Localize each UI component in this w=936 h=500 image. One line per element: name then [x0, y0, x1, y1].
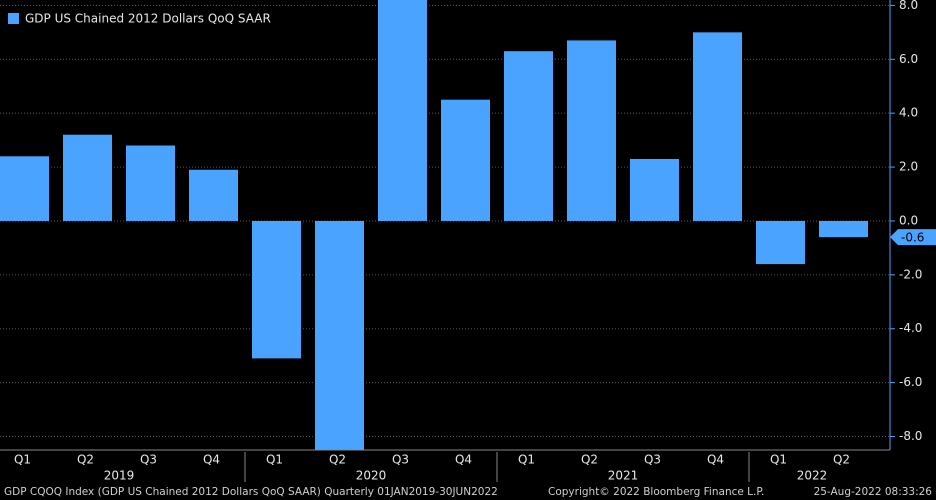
x-tick-label: Q1: [770, 453, 787, 467]
bar: [630, 158, 679, 221]
bar: [504, 51, 553, 221]
x-tick-label: Q3: [644, 453, 661, 467]
bar: [189, 169, 238, 221]
footer-timestamp: 25-Aug-2022 08:33:26: [814, 486, 933, 498]
x-tick-label: Q4: [203, 453, 220, 467]
year-label: 2019: [104, 469, 135, 483]
x-tick-label: Q1: [266, 453, 283, 467]
x-tick-label: Q1: [518, 453, 535, 467]
x-tick-label: Q3: [140, 453, 157, 467]
legend-swatch: [8, 13, 19, 24]
bar: [63, 134, 112, 221]
y-tick-label: -4.0: [899, 321, 922, 335]
footer-source: GDP CQOQ Index (GDP US Chained 2012 Doll…: [4, 486, 498, 498]
x-tick-label: Q4: [455, 453, 472, 467]
y-tick-label: -8.0: [899, 429, 922, 443]
bar: [693, 32, 742, 221]
y-tick-label: -2.0: [899, 267, 922, 281]
year-label: 2020: [356, 469, 387, 483]
bar: [0, 156, 49, 221]
x-tick-label: Q2: [77, 453, 94, 467]
y-tick-label: 6.0: [899, 52, 918, 66]
last-value-tag: [890, 229, 936, 246]
legend-label: GDP US Chained 2012 Dollars QoQ SAAR: [25, 12, 271, 26]
x-tick-label: Q1: [14, 453, 31, 467]
bar: [315, 220, 364, 450]
y-tick-label: -6.0: [899, 375, 922, 389]
x-tick-label: Q3: [392, 453, 409, 467]
x-tick-label: Q2: [833, 453, 850, 467]
bar: [378, 0, 427, 221]
bar: [819, 220, 868, 238]
bar: [756, 220, 805, 265]
x-tick-label: Q2: [329, 453, 346, 467]
y-tick-label: 4.0: [899, 106, 918, 120]
x-tick-label: Q4: [707, 453, 724, 467]
y-tick-label: 0.0: [899, 213, 918, 227]
legend: [0, 6, 272, 32]
year-label: 2022: [797, 469, 828, 483]
last-value-label: -0.6: [901, 231, 924, 245]
footer-copyright: Copyright© 2022 Bloomberg Finance L.P.: [548, 486, 764, 498]
bar: [441, 99, 490, 221]
bar: [126, 145, 175, 221]
x-tick-label: Q2: [581, 453, 598, 467]
year-label: 2021: [608, 469, 639, 483]
y-tick-label: 8.0: [899, 0, 918, 12]
bar: [567, 40, 616, 221]
bar: [252, 220, 301, 359]
y-tick-label: 2.0: [899, 160, 918, 174]
